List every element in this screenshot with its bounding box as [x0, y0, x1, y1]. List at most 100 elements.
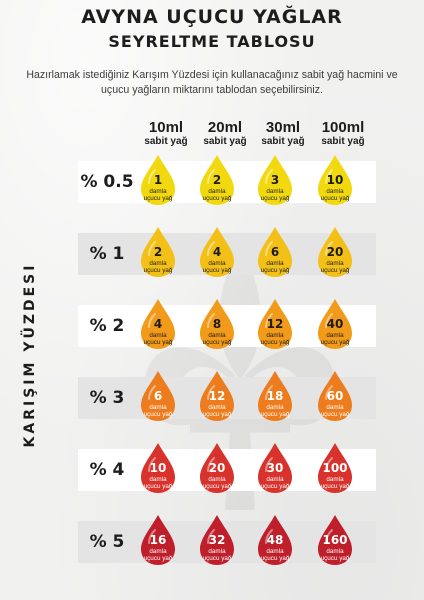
drop-cell: 160 damla uçucu yağ	[314, 513, 356, 567]
drop-icon	[141, 299, 175, 349]
drop-unit-label: damla uçucu yağ	[143, 476, 173, 490]
drop-count: 48	[266, 533, 284, 547]
drop-cell: 6 damla uçucu yağ	[137, 369, 179, 423]
drop-icon	[258, 371, 292, 421]
drop-unit-label: damla uçucu yağ	[320, 476, 350, 490]
drop-count: 10	[149, 461, 167, 475]
drop-count: 6	[153, 389, 163, 403]
drop-icon	[200, 299, 234, 349]
drop-cell: 8 damla uçucu yağ	[196, 297, 238, 351]
drop-cell: 40 damla uçucu yağ	[314, 297, 356, 351]
drop-unit-label: damla uçucu yağ	[143, 548, 173, 562]
drop-count: 12	[266, 317, 284, 331]
table-row: % 3 6 damla uçucu yağ 12 damla uçucu yağ 18 daml…	[78, 371, 376, 421]
drop-cell: 4 damla uçucu yağ	[196, 225, 238, 279]
side-label: Karışım Yüzdesi	[22, 262, 38, 448]
drop-icon	[200, 443, 234, 493]
table-row: % 2 4 damla uçucu yağ 8 damla uçucu yağ 12 damla…	[78, 299, 376, 349]
drop-count: 40	[326, 317, 344, 331]
drop-unit-label: damla uçucu yağ	[260, 188, 290, 202]
table-row: % 1 2 damla uçucu yağ 4 damla uçucu yağ 6 damla u…	[78, 227, 376, 277]
drop-cell: 1 damla uçucu yağ	[137, 153, 179, 207]
drop-count: 1	[153, 173, 163, 187]
drop-count: 4	[153, 317, 163, 331]
drop-icon	[318, 155, 352, 205]
drop-icon	[318, 371, 352, 421]
drop-unit-label: damla uçucu yağ	[143, 332, 173, 346]
drop-cell: 20 damla uçucu yağ	[314, 225, 356, 279]
table-row: % 5 16 damla uçucu yağ 32 damla uçucu yağ 48 dam…	[78, 515, 376, 565]
drop-icon	[318, 515, 352, 565]
drop-icon	[141, 371, 175, 421]
drop-cell: 3 damla uçucu yağ	[254, 153, 296, 207]
drop-count: 3	[270, 173, 280, 187]
drop-icon	[318, 227, 352, 277]
drop-icon	[200, 155, 234, 205]
drop-unit-label: damla uçucu yağ	[320, 548, 350, 562]
drop-cell: 48 damla uçucu yağ	[254, 513, 296, 567]
drop-count: 10	[326, 173, 344, 187]
drop-count: 20	[326, 245, 344, 259]
drop-unit-label: damla uçucu yağ	[202, 260, 232, 274]
drop-count: 12	[208, 389, 226, 403]
row-percent-label: % 3	[89, 388, 125, 408]
drop-unit-label: damla uçucu yağ	[320, 260, 350, 274]
drop-icon	[200, 515, 234, 565]
table-row: % 0.5 1 damla uçucu yağ 2 damla uçucu yağ 3 daml…	[78, 155, 376, 205]
drop-unit-label: damla uçucu yağ	[202, 476, 232, 490]
drop-count: 2	[153, 245, 163, 259]
drop-cell: 32 damla uçucu yağ	[196, 513, 238, 567]
drop-icon	[141, 443, 175, 493]
drop-cell: 100 damla uçucu yağ	[314, 441, 356, 495]
drop-count: 30	[266, 461, 284, 475]
drop-cell: 30 damla uçucu yağ	[254, 441, 296, 495]
row-percent-label: % 2	[89, 316, 125, 336]
drop-unit-label: damla uçucu yağ	[202, 188, 232, 202]
drop-unit-label: damla uçucu yağ	[260, 476, 290, 490]
column-header-100ml: 100ml sabit yağ	[321, 119, 365, 148]
table-row: % 4 10 damla uçucu yağ 20 damla uçucu yağ 30 dam…	[78, 443, 376, 493]
drop-icon	[258, 515, 292, 565]
row-percent-label: % 1	[89, 244, 125, 264]
drop-icon	[141, 227, 175, 277]
drop-cell: 2 damla uçucu yağ	[137, 225, 179, 279]
intro-text: Hazırlamak istediğiniz Karışım Yüzdesi i…	[26, 69, 398, 96]
drop-cell: 18 damla uçucu yağ	[254, 369, 296, 423]
drop-icon	[318, 443, 352, 493]
drop-cell: 4 damla uçucu yağ	[137, 297, 179, 351]
drop-unit-label: damla uçucu yağ	[143, 404, 173, 418]
drop-count: 6	[270, 245, 280, 259]
drop-count: 2	[212, 173, 222, 187]
drop-cell: 10 damla uçucu yağ	[137, 441, 179, 495]
drop-icon	[258, 155, 292, 205]
drop-icon	[258, 443, 292, 493]
drop-unit-label: damla uçucu yağ	[202, 548, 232, 562]
row-percent-label: % 0.5	[80, 172, 134, 192]
drop-unit-label: damla uçucu yağ	[320, 332, 350, 346]
drop-count: 20	[208, 461, 226, 475]
drop-icon	[318, 299, 352, 349]
column-header-10ml: 10ml sabit yağ	[144, 119, 188, 148]
drop-unit-label: damla uçucu yağ	[143, 188, 173, 202]
drop-icon	[141, 515, 175, 565]
drop-cell: 12 damla uçucu yağ	[254, 297, 296, 351]
drop-unit-label: damla uçucu yağ	[260, 260, 290, 274]
row-percent-label: % 5	[89, 532, 125, 552]
drop-count: 8	[212, 317, 222, 331]
drop-cell: 12 damla uçucu yağ	[196, 369, 238, 423]
drop-count: 100	[322, 461, 348, 475]
drop-count: 160	[322, 533, 348, 547]
drop-cell: 20 damla uçucu yağ	[196, 441, 238, 495]
drop-count: 18	[266, 389, 284, 403]
column-header-20ml: 20ml sabit yağ	[203, 119, 247, 148]
drop-cell: 16 damla uçucu yağ	[137, 513, 179, 567]
drop-unit-label: damla uçucu yağ	[143, 260, 173, 274]
column-header-30ml: 30ml sabit yağ	[261, 119, 305, 148]
drop-icon	[258, 227, 292, 277]
drop-count: 4	[212, 245, 222, 259]
drop-unit-label: damla uçucu yağ	[202, 404, 232, 418]
drop-cell: 6 damla uçucu yağ	[254, 225, 296, 279]
page-subtitle: SEYRELTME TABLOSU	[108, 32, 316, 51]
drop-count: 32	[208, 533, 226, 547]
drop-count: 16	[149, 533, 167, 547]
